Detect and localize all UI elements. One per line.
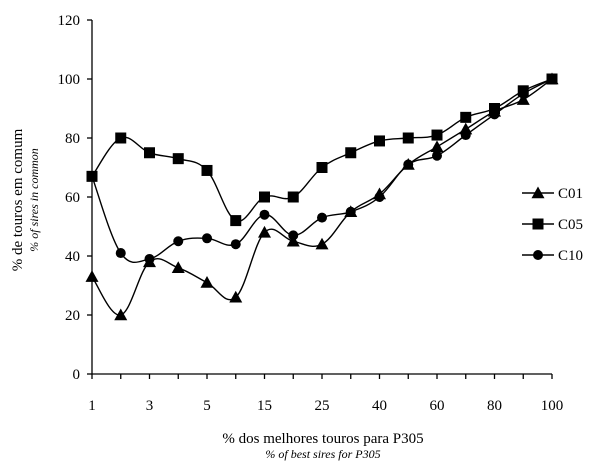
x-tick-label: 1: [88, 398, 96, 414]
legend-item-c10: C10: [522, 248, 583, 264]
data-point-c10: [173, 236, 184, 247]
data-point-c05: [259, 191, 270, 203]
data-point-c10: [345, 206, 356, 217]
legend-item-c01: C01: [522, 186, 583, 202]
y-tick-label: 100: [58, 72, 81, 88]
series-c05: [86, 73, 558, 227]
legend-label-c01: C01: [558, 186, 583, 202]
data-point-c10: [489, 109, 500, 120]
x-tick-label: 5: [203, 398, 211, 414]
y-tick-label: 80: [65, 131, 80, 147]
y-tick-label: 60: [65, 190, 80, 206]
y-tick-label: 40: [65, 249, 80, 265]
data-point-c10: [115, 248, 126, 259]
data-point-c05: [115, 132, 127, 144]
data-point-c10: [518, 88, 529, 99]
data-point-c01: [229, 290, 243, 303]
data-point-c05: [374, 135, 385, 147]
data-point-c10: [202, 233, 212, 244]
data-point-c10: [374, 192, 385, 202]
data-point-c10: [432, 150, 442, 161]
data-point-c01: [430, 140, 444, 153]
x-tick-label: 25: [315, 398, 330, 414]
data-point-c01: [286, 234, 300, 247]
data-point-c10: [288, 230, 299, 241]
data-point-c10: [317, 212, 327, 223]
y-axis-subtitle: % of sires in common: [27, 148, 41, 252]
x-axis-title: % dos melhores touros para P305: [222, 431, 423, 447]
data-point-c05: [144, 147, 155, 159]
x-tick-label: 3: [146, 398, 154, 414]
legend-marker-c10: [533, 250, 543, 260]
data-point-c05: [460, 111, 472, 123]
series-c10: [87, 74, 557, 264]
series-c01: [85, 72, 559, 321]
legend-marker-c05: [532, 218, 544, 230]
x-tick-label: 40: [372, 398, 387, 414]
data-point-c01: [171, 261, 185, 273]
x-tick-label: 60: [430, 398, 445, 414]
data-point-c10: [87, 171, 97, 182]
y-axis-title: % de touros em comum: [10, 128, 26, 271]
data-point-c01: [258, 225, 271, 238]
data-point-c05: [489, 103, 500, 114]
series-line-c05: [91, 78, 553, 222]
x-tick-label: 15: [257, 398, 272, 414]
data-point-c05: [172, 153, 184, 165]
data-point-c01: [114, 308, 128, 321]
data-point-c05: [345, 147, 357, 159]
legend-item-c05: C05: [522, 217, 583, 233]
y-tick-label: 120: [58, 13, 81, 29]
x-tick-label: 100: [541, 398, 564, 414]
x-tick-label: 80: [487, 398, 502, 414]
data-point-c10: [230, 239, 241, 250]
data-point-c05: [431, 129, 443, 141]
data-point-c05: [287, 191, 299, 203]
x-axis-subtitle: % of best sires for P305: [265, 447, 380, 461]
data-point-c10: [259, 209, 270, 220]
y-tick-label: 20: [65, 308, 80, 324]
series-layer: [85, 72, 559, 321]
data-point-c10: [144, 253, 155, 264]
data-point-c01: [315, 237, 329, 250]
legend-marker-c01: [531, 186, 545, 199]
data-point-c05: [230, 215, 242, 227]
data-point-c01: [85, 270, 99, 282]
data-point-c01: [516, 93, 530, 105]
data-point-c10: [403, 159, 414, 170]
legend: C01 C05 C10: [522, 186, 583, 264]
data-point-c10: [460, 130, 471, 141]
data-point-c01: [200, 276, 214, 288]
series-line-c01: [91, 78, 553, 316]
data-point-c10: [547, 74, 557, 84]
data-point-c05: [201, 164, 213, 176]
y-tick-label: 0: [73, 367, 81, 383]
legend-label-c10: C10: [558, 248, 583, 264]
legend-label-c05: C05: [558, 217, 583, 233]
data-point-c05: [316, 162, 328, 173]
axes: 0 20 40 60 80 100 120 1 3 5 15 25 40 60 80 100: [58, 13, 564, 414]
data-point-c05: [402, 132, 414, 144]
